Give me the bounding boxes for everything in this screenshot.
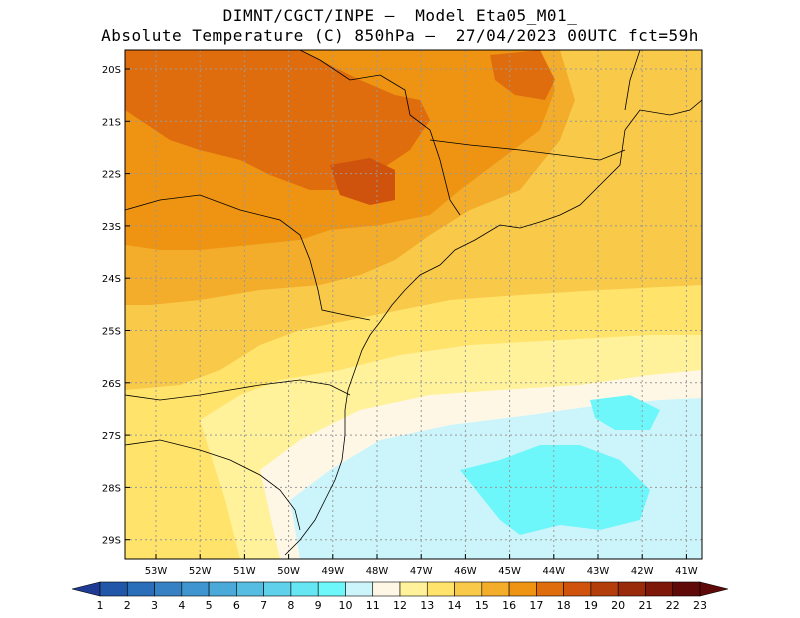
colorbar-label: 18 — [557, 599, 571, 612]
latitude-axis: 20S 21S 22S 23S 24S 25S 26S 27S 28S 29S — [102, 65, 130, 547]
colorbar-swatch — [672, 581, 701, 597]
colorbar: 1 2 3 4 5 6 7 8 9 10 11 12 13 14 15 16 17 18 19 20 21 22 23 — [71, 581, 729, 612]
colorbar-swatch — [208, 581, 237, 597]
colorbar-label: 16 — [502, 599, 516, 612]
lon-tick-label: 50W — [277, 566, 300, 577]
colorbar-label: 1 — [97, 599, 104, 612]
colorbar-swatch — [508, 581, 537, 597]
colorbar-swatch — [317, 581, 346, 597]
colorbar-label: 20 — [611, 599, 625, 612]
colorbar-swatch — [454, 581, 483, 597]
lat-tick-label: 24S — [102, 274, 121, 285]
colorbar-label: 11 — [366, 599, 380, 612]
colorbar-swatch — [236, 581, 264, 597]
colorbar-label: 10 — [338, 599, 352, 612]
colorbar-label: 17 — [529, 599, 543, 612]
border-minas-rj — [429, 139, 626, 161]
colorbar-label: 6 — [233, 599, 240, 612]
lat-tick-label: 26S — [102, 379, 121, 390]
border-rio-grande — [125, 439, 301, 531]
lat-tick-label: 21S — [102, 117, 121, 128]
colorbar-label: 9 — [315, 599, 322, 612]
colorbar-label: 4 — [178, 599, 185, 612]
colorbar-label: 22 — [666, 599, 680, 612]
colorbar-swatch — [345, 581, 374, 597]
colorbar-label: 3 — [151, 599, 158, 612]
colorbar-swatch — [617, 581, 646, 597]
border-santa-catarina — [125, 379, 351, 401]
lat-tick-label: 28S — [102, 483, 121, 494]
colorbar-arrow-left — [71, 581, 101, 597]
lon-tick-label: 47W — [410, 566, 433, 577]
colorbar-label: 5 — [206, 599, 213, 612]
colorbar-swatch — [154, 581, 183, 597]
colorbar-label: 2 — [124, 599, 131, 612]
lon-tick-label: 52W — [189, 566, 212, 577]
lon-tick-label: 42W — [631, 566, 654, 577]
colorbar-swatch — [263, 581, 292, 597]
lon-tick-label: 51W — [233, 566, 256, 577]
lat-tick-label: 29S — [102, 536, 121, 547]
colorbar-swatch — [563, 581, 592, 597]
colorbar-label: 7 — [260, 599, 267, 612]
temperature-field — [125, 50, 702, 559]
colorbar-label: 14 — [448, 599, 462, 612]
colorbar-swatch — [126, 581, 155, 597]
map-title-line2: Absolute Temperature (C) 850hPa – 27/04/… — [101, 26, 699, 45]
graticule — [125, 50, 702, 559]
colorbar-swatch — [290, 581, 319, 597]
colorbar-swatch — [399, 581, 428, 597]
lat-tick-label: 27S — [102, 431, 121, 442]
border-minas-sp — [299, 50, 461, 216]
lon-tick-label: 53W — [145, 566, 168, 577]
colorbar-swatch — [426, 581, 455, 597]
plot-frame — [124, 49, 703, 560]
colorbar-swatch — [645, 581, 674, 597]
lon-tick-label: 49W — [321, 566, 344, 577]
lon-tick-label: 45W — [498, 566, 521, 577]
lon-tick-label: 41W — [675, 566, 698, 577]
border-espirito-santo — [624, 50, 641, 111]
colorbar-swatch — [181, 581, 210, 597]
coastline — [284, 99, 702, 556]
colorbar-label: 12 — [393, 599, 407, 612]
lon-tick-label: 48W — [366, 566, 389, 577]
colorbar-arrow-right — [699, 581, 729, 597]
lat-tick-label: 25S — [102, 327, 121, 338]
border-parana — [125, 194, 371, 321]
lon-tick-label: 46W — [454, 566, 477, 577]
map-title-line1: DIMNT/CGCT/INPE – Model Eta05_M01_ — [222, 6, 578, 25]
borders — [125, 50, 702, 556]
colorbar-label: 13 — [420, 599, 434, 612]
colorbar-swatch — [590, 581, 619, 597]
temp-zone-19 — [330, 158, 395, 205]
colorbar-swatch — [99, 581, 128, 597]
lon-tick-label: 43W — [587, 566, 610, 577]
colorbar-swatch — [481, 581, 510, 597]
colorbar-label: 19 — [584, 599, 598, 612]
lat-tick-label: 23S — [102, 222, 121, 233]
colorbar-label: 23 — [693, 599, 707, 612]
temp-zone-18 — [125, 50, 430, 190]
colorbar-label: 8 — [287, 599, 294, 612]
colorbar-swatch — [536, 581, 564, 597]
colorbar-label: 15 — [475, 599, 489, 612]
longitude-axis: 53W 52W 51W 50W 49W 48W 47W 46W 45W 44W 43W 42W 41W — [145, 554, 698, 577]
temp-zone-10 — [460, 445, 650, 535]
lon-tick-label: 44W — [542, 566, 565, 577]
lat-tick-label: 22S — [102, 170, 121, 181]
colorbar-swatch — [372, 581, 401, 597]
temp-zone-18b — [490, 50, 555, 100]
lat-tick-label: 20S — [102, 65, 121, 76]
colorbar-label: 21 — [638, 599, 652, 612]
